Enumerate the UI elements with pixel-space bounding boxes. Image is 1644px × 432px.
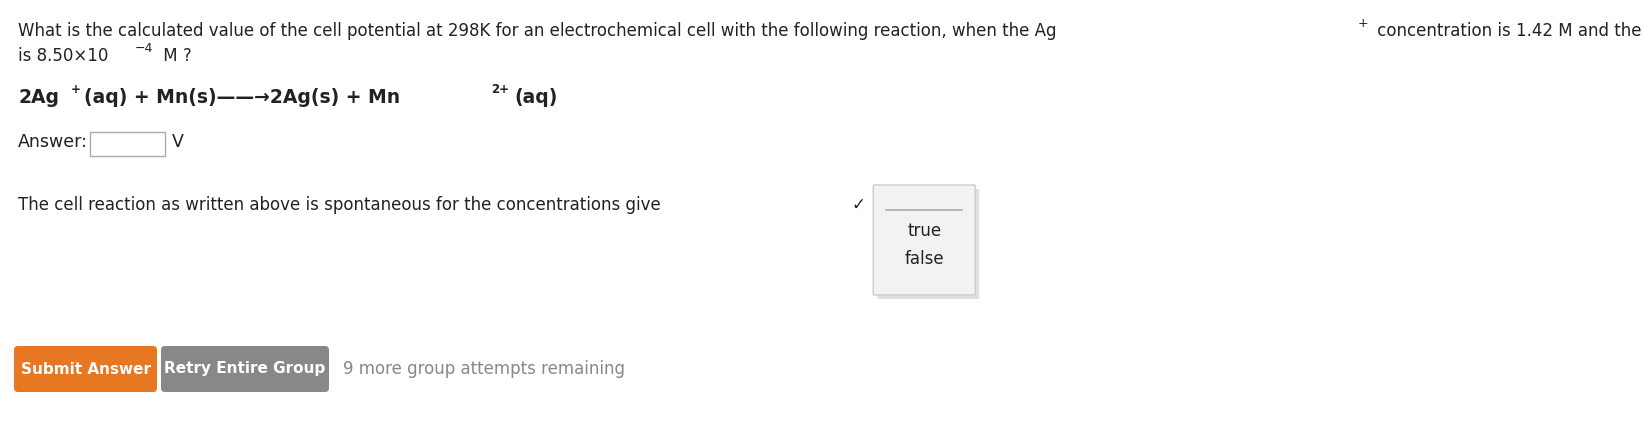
FancyBboxPatch shape [878, 189, 980, 299]
Text: concentration is 1.42 M and the Mn: concentration is 1.42 M and the Mn [1371, 22, 1644, 40]
Text: is 8.50×10: is 8.50×10 [18, 47, 109, 65]
Text: 9 more group attempts remaining: 9 more group attempts remaining [344, 360, 625, 378]
FancyBboxPatch shape [161, 346, 329, 392]
Text: Submit Answer: Submit Answer [20, 362, 151, 377]
Text: Answer:: Answer: [18, 133, 87, 151]
Text: +: + [71, 83, 81, 96]
Text: What is the calculated value of the cell potential at 298K for an electrochemica: What is the calculated value of the cell… [18, 22, 1057, 40]
FancyBboxPatch shape [873, 185, 975, 295]
FancyBboxPatch shape [15, 346, 156, 392]
Text: ✓: ✓ [852, 196, 865, 214]
Text: (aq): (aq) [515, 88, 559, 107]
Text: false: false [904, 250, 944, 268]
FancyBboxPatch shape [90, 132, 164, 156]
Text: true: true [907, 222, 942, 240]
Text: The cell reaction as written above is spontaneous for the concentrations give: The cell reaction as written above is sp… [18, 196, 661, 214]
Text: V: V [173, 133, 184, 151]
Text: Retry Entire Group: Retry Entire Group [164, 362, 326, 377]
Text: 2+: 2+ [492, 83, 510, 96]
Text: +: + [1358, 17, 1368, 30]
Text: 2Ag: 2Ag [18, 88, 59, 107]
Text: −4: −4 [135, 42, 153, 55]
Text: M ?: M ? [158, 47, 192, 65]
Text: (aq) + Mn(s)——→2Ag(s) + Mn: (aq) + Mn(s)——→2Ag(s) + Mn [84, 88, 399, 107]
